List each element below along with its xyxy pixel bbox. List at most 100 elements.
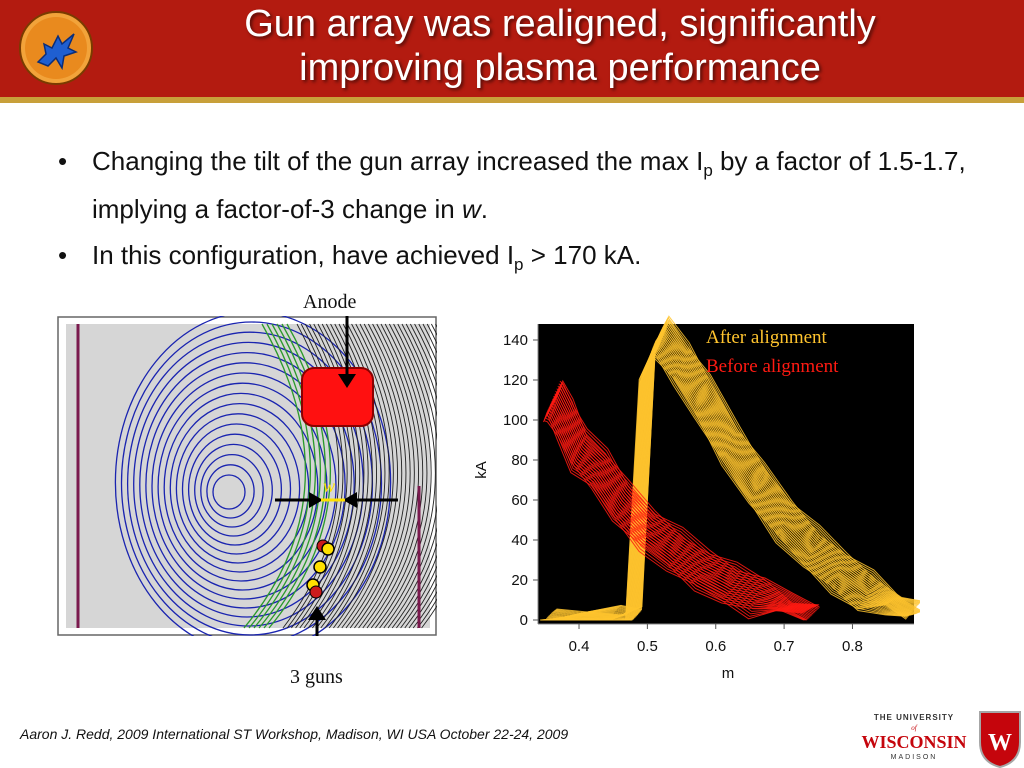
before-alignment-trace [550, 395, 811, 609]
before-alignment-trace [546, 404, 807, 612]
flux-contour [114, 316, 392, 636]
uw-madison-logo: THE UNIVERSITY of WISCONSIN MADISON W [861, 711, 1021, 768]
open-contour [349, 323, 407, 629]
y-tick-label: 0 [520, 612, 528, 629]
w-arrowhead-right-icon [343, 492, 357, 508]
flux-contour [187, 433, 283, 546]
open-contour [354, 323, 411, 629]
flux-contour [181, 423, 292, 555]
bullet-item: • Changing the tilt of the gun array inc… [58, 142, 988, 228]
open-contour [379, 323, 436, 629]
uw-logo-of: of [911, 724, 918, 732]
before-alignment-trace [552, 391, 813, 608]
slide-title-line-1: Gun array was realigned, significantly [244, 3, 876, 45]
after-alignment-trace [547, 332, 914, 621]
flux-contour [139, 351, 355, 618]
open-contour [387, 323, 437, 629]
gun-markers [306, 539, 335, 599]
before-alignment-trace [559, 380, 820, 608]
open-contour [337, 323, 394, 629]
flux-contour [157, 382, 328, 591]
open-contour [375, 323, 432, 629]
flux-contour [120, 321, 383, 636]
bullet-icon: • [58, 146, 68, 176]
w-label: w [323, 476, 335, 496]
open-contour [248, 323, 311, 629]
current-vs-m-chart: 0 20 40 60 80 100 120 140 0.4 0.5 0.6 0.7 0.8 After … [473, 315, 920, 682]
open-contour [358, 323, 415, 629]
uw-crest-icon [979, 711, 1021, 768]
bullet-2-subscript: p [514, 255, 524, 275]
x-tick-label: 0.6 [705, 638, 726, 655]
gun-marker [313, 560, 327, 574]
before-alignment-trace [548, 406, 810, 619]
open-contour [268, 323, 331, 629]
y-tick-label: 100 [503, 412, 528, 429]
guns-label: 3 guns [290, 666, 343, 688]
before-alignment-trace [556, 388, 817, 612]
w-arrowhead-left-icon [309, 492, 323, 508]
flux-contour [206, 464, 255, 519]
chart-series-group [540, 315, 920, 621]
open-contour [408, 323, 437, 629]
x-tick-label: 0.7 [774, 638, 795, 655]
y-tick-label: 60 [511, 492, 528, 509]
anode-arrowhead-icon [338, 374, 356, 388]
open-contour [263, 323, 326, 629]
bullet-2-text-start: In this configuration, have achieved I [92, 240, 515, 271]
after-alignment-trace [545, 335, 912, 621]
open-contour [258, 323, 321, 629]
before-alignment-trace [554, 393, 815, 614]
flux-contour [212, 474, 246, 510]
flux-contour [145, 362, 346, 609]
open-contour [370, 323, 428, 629]
y-tick-label: 40 [511, 532, 528, 549]
slide-title-line-2: improving plasma performance [299, 47, 821, 89]
anode-block [301, 367, 374, 427]
open-contour [253, 323, 316, 629]
anode-label: Anode [303, 291, 357, 313]
uw-logo-line1: THE UNIVERSITY [874, 713, 954, 722]
flux-contour [163, 392, 319, 582]
guns-arrowhead-icon [308, 606, 326, 620]
bullet-1-text-end: . [480, 194, 488, 225]
bullet-1-text-mid: by a factor of 1.5-1.7, implying a facto… [92, 146, 966, 225]
x-tick-label: 0.4 [569, 638, 590, 655]
open-contour [362, 323, 419, 629]
uw-logo-name: WISCONSIN [861, 732, 966, 752]
open-contour [345, 323, 403, 629]
chart-axes: 0 20 40 60 80 100 120 140 0.4 0.5 0.6 0.7 0.8 [503, 324, 914, 655]
footer-citation: Aaron J. Redd, 2009 International ST Wor… [20, 726, 569, 742]
after-alignment-trace [546, 333, 913, 621]
before-alignment-trace [547, 402, 808, 611]
flux-contour [194, 443, 273, 537]
bullet-icon: • [58, 240, 68, 271]
after-alignment-trace [556, 319, 920, 616]
open-contour [366, 323, 424, 629]
gun-marker [309, 585, 323, 599]
y-tick-label: 120 [503, 372, 528, 389]
before-alignment-trace [558, 383, 819, 609]
bullet-1-text-start: Changing the tilt of the gun array incre… [92, 146, 704, 176]
after-alignment-trace [553, 319, 920, 621]
bullet-2-text-end: > 170 kA. [523, 240, 642, 271]
after-alignment-trace [554, 318, 920, 621]
after-alignment-trace [555, 316, 920, 621]
x-tick-label: 0.8 [842, 638, 863, 655]
open-contour [383, 323, 437, 629]
open-contour [391, 323, 437, 629]
x-axis-label: m [722, 665, 735, 682]
y-tick-label: 140 [503, 332, 528, 349]
y-tick-label: 20 [511, 572, 528, 589]
after-alignment-trace [552, 320, 919, 621]
uw-crest-letter: W [988, 730, 1012, 756]
flux-contour [175, 413, 301, 564]
open-contour [404, 323, 437, 629]
bullet-1-italic-w: w [461, 194, 481, 225]
open-contour [400, 323, 437, 629]
flux-contour [169, 402, 310, 573]
legend-before-alignment: Before alignment [706, 356, 839, 377]
y-axis-label: kA [473, 461, 490, 479]
before-alignment-trace [557, 381, 819, 606]
x-tick-label: 0.5 [637, 638, 658, 655]
